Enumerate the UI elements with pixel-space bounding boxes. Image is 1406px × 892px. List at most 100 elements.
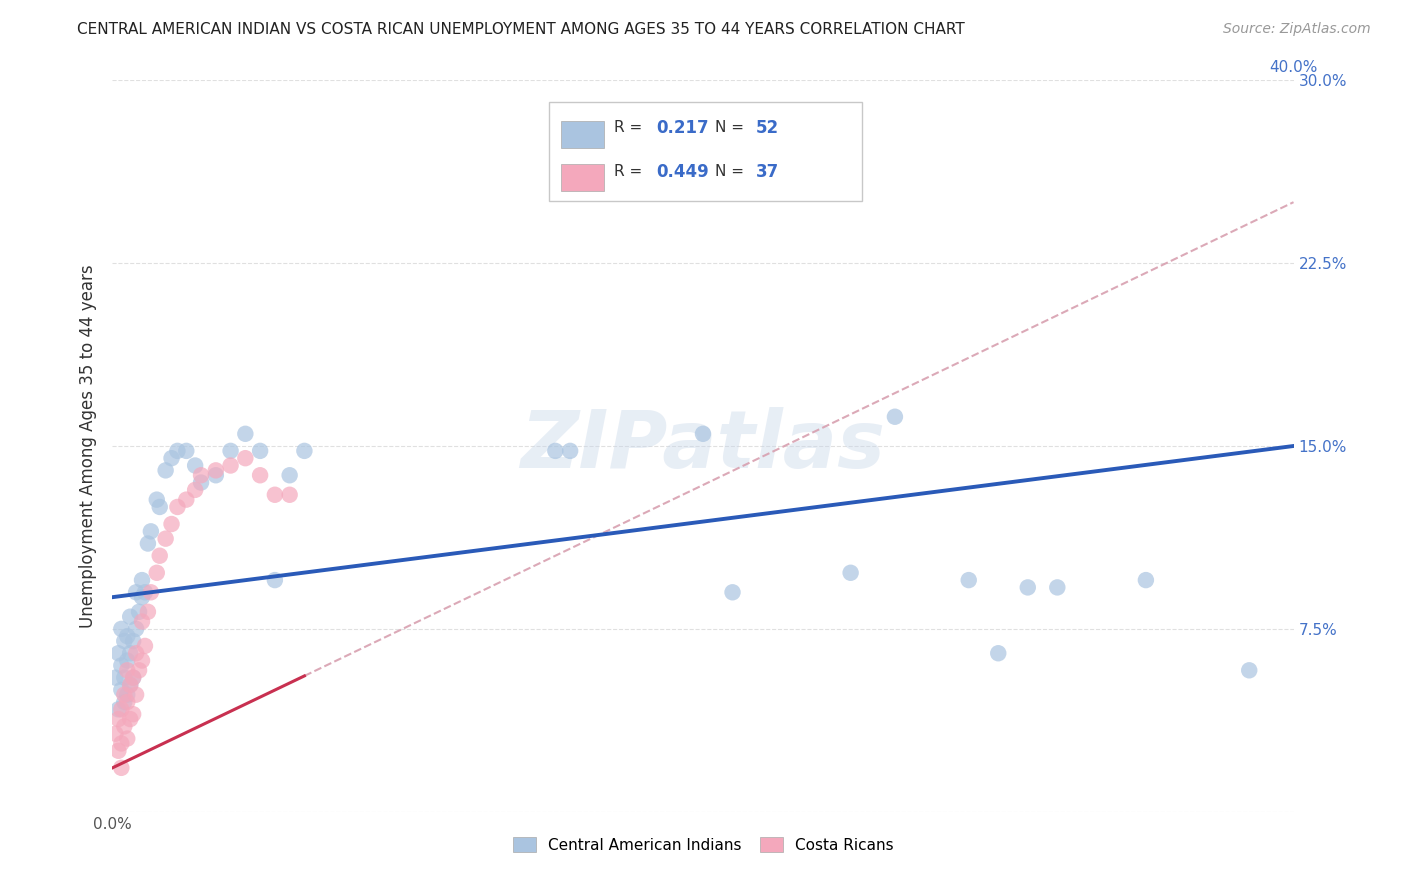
- Point: [125, 646, 148, 660]
- Point: [558, 443, 582, 458]
- Point: [264, 488, 287, 502]
- Point: [205, 463, 228, 477]
- Point: [128, 663, 150, 677]
- Point: [174, 443, 197, 458]
- Point: [131, 615, 153, 629]
- Point: [205, 468, 228, 483]
- Point: [112, 671, 135, 685]
- Point: [155, 532, 177, 546]
- Point: [146, 492, 169, 507]
- Text: R =: R =: [614, 120, 648, 136]
- FancyBboxPatch shape: [561, 164, 603, 192]
- Point: [125, 585, 148, 599]
- Point: [233, 451, 256, 466]
- Legend: Central American Indians, Costa Ricans: Central American Indians, Costa Ricans: [506, 831, 900, 859]
- Point: [122, 707, 145, 722]
- Point: [1135, 573, 1157, 587]
- Point: [957, 573, 980, 587]
- Point: [160, 516, 183, 531]
- Point: [139, 585, 162, 599]
- Point: [120, 678, 142, 692]
- Point: [117, 663, 138, 677]
- Point: [264, 573, 287, 587]
- Point: [884, 409, 907, 424]
- Point: [190, 475, 212, 490]
- Point: [107, 646, 129, 660]
- Point: [292, 443, 315, 458]
- Point: [1017, 581, 1039, 595]
- Point: [233, 426, 256, 441]
- Point: [219, 443, 242, 458]
- Text: 0.449: 0.449: [655, 162, 709, 181]
- Point: [117, 688, 138, 702]
- Point: [166, 443, 188, 458]
- Y-axis label: Unemployment Among Ages 35 to 44 years: Unemployment Among Ages 35 to 44 years: [79, 264, 97, 628]
- Point: [110, 736, 132, 750]
- Point: [146, 566, 169, 580]
- Point: [107, 702, 129, 716]
- Point: [117, 731, 138, 746]
- Text: 37: 37: [756, 162, 779, 181]
- Point: [107, 712, 129, 726]
- Point: [117, 629, 138, 643]
- Point: [190, 468, 212, 483]
- Point: [278, 468, 301, 483]
- Point: [1239, 663, 1261, 677]
- FancyBboxPatch shape: [561, 120, 603, 147]
- FancyBboxPatch shape: [550, 103, 862, 201]
- Point: [112, 688, 135, 702]
- Point: [249, 468, 271, 483]
- Point: [166, 500, 188, 514]
- Point: [1046, 581, 1069, 595]
- Point: [112, 634, 135, 648]
- Point: [692, 426, 714, 441]
- Point: [110, 702, 132, 716]
- Point: [278, 488, 301, 502]
- Point: [120, 646, 142, 660]
- Point: [149, 549, 172, 563]
- Point: [219, 458, 242, 473]
- Point: [117, 695, 138, 709]
- Point: [136, 536, 159, 550]
- Text: Source: ZipAtlas.com: Source: ZipAtlas.com: [1223, 22, 1371, 37]
- Point: [117, 654, 138, 668]
- Point: [110, 622, 132, 636]
- Point: [149, 500, 172, 514]
- Point: [721, 585, 744, 599]
- Point: [104, 671, 127, 685]
- Point: [134, 639, 156, 653]
- Point: [139, 524, 162, 539]
- Point: [131, 590, 153, 604]
- Point: [125, 688, 148, 702]
- Point: [184, 458, 207, 473]
- Point: [134, 585, 156, 599]
- Point: [112, 719, 135, 733]
- Point: [110, 682, 132, 697]
- Point: [107, 744, 129, 758]
- Point: [136, 605, 159, 619]
- Text: 0.217: 0.217: [655, 119, 709, 136]
- Point: [104, 727, 127, 741]
- Point: [155, 463, 177, 477]
- Point: [120, 678, 142, 692]
- Point: [122, 634, 145, 648]
- Point: [120, 609, 142, 624]
- Point: [160, 451, 183, 466]
- Text: N =: N =: [714, 164, 748, 179]
- Point: [249, 443, 271, 458]
- Point: [839, 566, 862, 580]
- Point: [131, 654, 153, 668]
- Text: ZIPatlas: ZIPatlas: [520, 407, 886, 485]
- Text: CENTRAL AMERICAN INDIAN VS COSTA RICAN UNEMPLOYMENT AMONG AGES 35 TO 44 YEARS CO: CENTRAL AMERICAN INDIAN VS COSTA RICAN U…: [77, 22, 965, 37]
- Point: [110, 761, 132, 775]
- Point: [174, 492, 197, 507]
- Point: [125, 622, 148, 636]
- Point: [184, 483, 207, 497]
- Text: 52: 52: [756, 119, 779, 136]
- Point: [131, 573, 153, 587]
- Point: [122, 671, 145, 685]
- Text: R =: R =: [614, 164, 648, 179]
- Point: [120, 712, 142, 726]
- Point: [987, 646, 1010, 660]
- Text: N =: N =: [714, 120, 748, 136]
